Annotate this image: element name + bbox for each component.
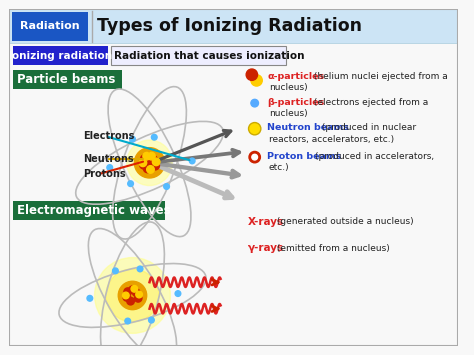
Circle shape — [164, 184, 169, 189]
Text: (produced in accelerators,: (produced in accelerators, — [315, 152, 434, 161]
Circle shape — [139, 160, 148, 169]
Text: (helium nuclei ejected from a: (helium nuclei ejected from a — [311, 72, 447, 81]
Circle shape — [132, 289, 140, 296]
Circle shape — [140, 155, 149, 163]
Circle shape — [189, 158, 195, 164]
Circle shape — [249, 152, 260, 163]
Circle shape — [87, 295, 93, 301]
Circle shape — [127, 297, 134, 305]
Circle shape — [128, 286, 136, 294]
Circle shape — [127, 140, 172, 186]
Text: Proton beams: Proton beams — [267, 152, 341, 161]
Bar — [13, 201, 164, 220]
Bar — [110, 46, 286, 65]
Text: X-rays: X-rays — [248, 217, 284, 226]
Circle shape — [147, 152, 155, 160]
Text: (generated outside a nucleus): (generated outside a nucleus) — [273, 217, 413, 226]
Circle shape — [95, 258, 170, 333]
Circle shape — [149, 156, 157, 164]
Circle shape — [131, 285, 137, 292]
Circle shape — [148, 317, 154, 323]
Circle shape — [251, 75, 262, 86]
Bar — [13, 70, 122, 89]
Circle shape — [246, 69, 257, 80]
Text: Neutrons: Neutrons — [83, 154, 134, 164]
Circle shape — [137, 266, 143, 272]
Circle shape — [124, 288, 131, 295]
Text: Electrons: Electrons — [83, 131, 135, 141]
Circle shape — [107, 165, 112, 170]
Text: Radiation that causes ionization: Radiation that causes ionization — [114, 51, 305, 61]
Text: Protons: Protons — [83, 169, 126, 179]
Circle shape — [148, 159, 156, 168]
Text: γ-rays: γ-rays — [248, 243, 284, 253]
Text: (electrons ejected from a: (electrons ejected from a — [311, 98, 428, 106]
Text: (produced in nuclear: (produced in nuclear — [319, 123, 416, 132]
Bar — [9, 9, 458, 43]
Circle shape — [118, 281, 146, 310]
Text: Particle beams: Particle beams — [17, 73, 115, 86]
Circle shape — [143, 152, 150, 160]
Bar — [13, 46, 108, 65]
Circle shape — [152, 158, 160, 166]
Circle shape — [143, 164, 152, 173]
Circle shape — [122, 292, 129, 299]
Circle shape — [134, 295, 142, 302]
Circle shape — [139, 159, 146, 166]
Circle shape — [134, 148, 164, 178]
Text: Radiation: Radiation — [20, 21, 80, 31]
Circle shape — [136, 291, 142, 298]
Circle shape — [175, 291, 181, 296]
Text: (emitted from a nucleus): (emitted from a nucleus) — [273, 244, 390, 253]
Circle shape — [125, 318, 130, 324]
Circle shape — [151, 135, 157, 140]
Circle shape — [146, 166, 154, 173]
Text: Neutron beams: Neutron beams — [267, 123, 349, 132]
Text: etc.): etc.) — [269, 163, 290, 172]
Circle shape — [251, 99, 258, 107]
Circle shape — [248, 122, 261, 135]
Text: nucleus): nucleus) — [269, 109, 308, 118]
Text: Electromagnetic waves: Electromagnetic waves — [17, 204, 171, 217]
Text: reactors, accelerators, etc.): reactors, accelerators, etc.) — [269, 135, 394, 144]
Circle shape — [106, 269, 159, 322]
Circle shape — [112, 268, 118, 274]
Circle shape — [145, 153, 154, 162]
Text: β-particles: β-particles — [267, 98, 324, 106]
Circle shape — [252, 154, 257, 160]
Bar — [12, 12, 88, 40]
Circle shape — [129, 136, 135, 142]
Text: Types of Ionizing Radiation: Types of Ionizing Radiation — [98, 17, 363, 36]
Circle shape — [123, 294, 130, 301]
Text: α-particles: α-particles — [267, 72, 324, 81]
Circle shape — [151, 162, 159, 170]
Circle shape — [128, 181, 133, 186]
Text: Ionizing radiation: Ionizing radiation — [9, 51, 112, 61]
Text: nucleus): nucleus) — [269, 83, 308, 92]
